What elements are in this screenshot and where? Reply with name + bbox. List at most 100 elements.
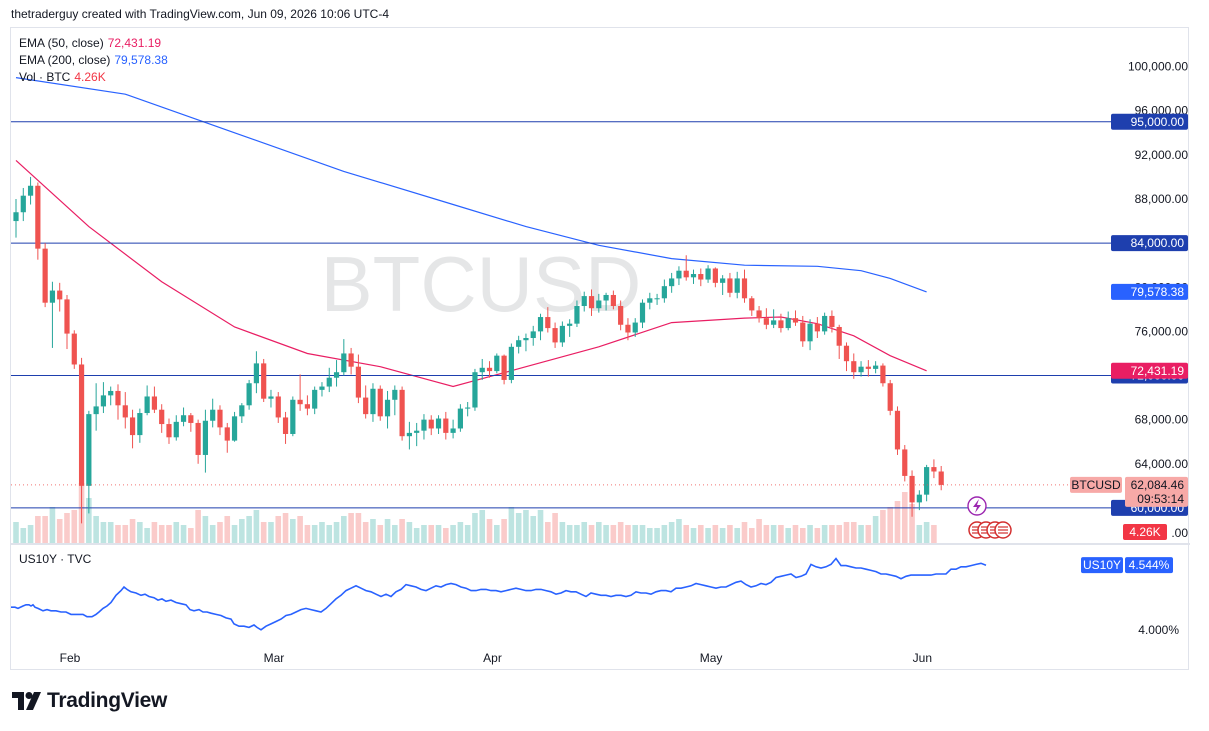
horizontal-level-badge-label: 84,000.00 (1131, 236, 1185, 250)
volume-bar (734, 528, 741, 543)
volume-bar (268, 522, 274, 543)
candle-body (180, 415, 187, 422)
price-axis-label: 68,000.00 (1135, 413, 1189, 427)
legend-ema50[interactable]: EMA (50, close) 72,431.19 (19, 36, 161, 50)
volume-bar (821, 525, 828, 543)
candle-body (916, 494, 922, 503)
time-axis-label: Feb (60, 651, 81, 665)
volume-bar (712, 525, 719, 543)
volume-bar (690, 528, 697, 543)
candle-body (698, 274, 704, 280)
candle-body (428, 419, 434, 429)
candle-body (210, 409, 216, 421)
candle-body (887, 383, 893, 411)
us10y-value-badge (1125, 557, 1173, 574)
candle-body (465, 407, 471, 409)
tradingview-logo[interactable]: TradingView (12, 689, 167, 713)
volume-bar (843, 522, 850, 543)
volume-bar (574, 525, 580, 543)
candle-body (938, 471, 944, 485)
candle-body (348, 353, 354, 367)
candle-body (858, 366, 864, 373)
volume-bar (180, 525, 187, 543)
candle-body (836, 326, 842, 346)
volume-bar (610, 525, 617, 543)
volume-bar (646, 528, 653, 543)
candle-body (574, 306, 580, 324)
volume-bar (486, 519, 493, 543)
candle-body (290, 399, 296, 434)
candle-body (399, 389, 405, 437)
volume-bar (916, 525, 923, 543)
candle-body (588, 296, 595, 309)
volume-bar (406, 522, 413, 543)
us10y-axis-label: 4.000% (1138, 623, 1179, 637)
candle-body (261, 363, 267, 399)
candle-body (516, 340, 522, 347)
price-axis-label: 76,000.00 (1135, 324, 1189, 338)
volume-bar (341, 516, 347, 543)
volume-bar (603, 525, 609, 543)
candle-body (450, 428, 456, 433)
volume-bar (683, 525, 690, 543)
volume-bar (246, 516, 252, 543)
candle-body (341, 353, 347, 373)
candle-body (931, 467, 937, 472)
volume-bar (829, 525, 835, 543)
volume-bar (435, 525, 442, 543)
candle-body (414, 430, 420, 433)
volume-bar (865, 525, 872, 543)
tradingview-logo-text: TradingView (47, 689, 168, 712)
volume-bar (741, 522, 748, 543)
ema200-line (15, 77, 927, 293)
candle-body (57, 290, 63, 300)
volume-bar (501, 519, 507, 543)
candle-body (253, 363, 260, 384)
volume-bar (880, 510, 886, 543)
candle-body (406, 432, 412, 437)
candle-body (596, 300, 602, 309)
volume-bar (850, 522, 857, 543)
volume-bar (872, 516, 879, 543)
candle-body (224, 427, 230, 441)
volume-bar (887, 507, 893, 543)
volume-bar (224, 516, 231, 543)
symbol-watermark: BTCUSD (321, 240, 642, 328)
us10y-line (11, 557, 987, 631)
volume-bar (151, 522, 158, 543)
volume-bar (530, 516, 537, 543)
volume-bar (799, 528, 806, 543)
candle-body (49, 290, 56, 303)
volume-bar (202, 516, 209, 543)
candle-body (727, 278, 733, 293)
volume-bar (654, 528, 660, 543)
volume-bar (93, 516, 99, 543)
candle-body (669, 278, 675, 287)
candle-body (632, 322, 638, 333)
chart-frame[interactable]: BTCUSD 100,000.00 96,000.00 92,000.00 88,000… (10, 27, 1190, 671)
last-price-countdown: 09:53:14 (1137, 492, 1184, 506)
volume-bar (617, 522, 624, 543)
candle-body (122, 405, 128, 418)
legend-ema200[interactable]: EMA (200, close) 79,578.38 (19, 53, 168, 67)
candle-body (457, 408, 463, 429)
volume-bar (217, 522, 223, 543)
candle-body (581, 296, 587, 307)
volume-bar (27, 525, 34, 543)
candle-body (829, 315, 835, 327)
volume-bar (457, 522, 464, 543)
volume-bar (523, 510, 529, 543)
volume-bar (807, 525, 813, 543)
volume-bar (923, 522, 930, 543)
candle-body (734, 278, 740, 293)
legend-ema50-label: EMA (50, close) (19, 36, 104, 50)
legend-us10y[interactable]: US10Y · TVC (19, 552, 91, 566)
volume-bar (719, 528, 726, 543)
candle-body (137, 413, 143, 436)
candlestick-chart[interactable]: BTCUSD100,000.0096,000.0092,000.0088,000… (11, 28, 1190, 671)
volume-bar (107, 522, 114, 543)
volume-bar (64, 513, 70, 543)
legend-volume[interactable]: Vol · BTC 4.26K (19, 70, 106, 84)
candle-body (20, 195, 26, 213)
candle-body (115, 390, 121, 406)
